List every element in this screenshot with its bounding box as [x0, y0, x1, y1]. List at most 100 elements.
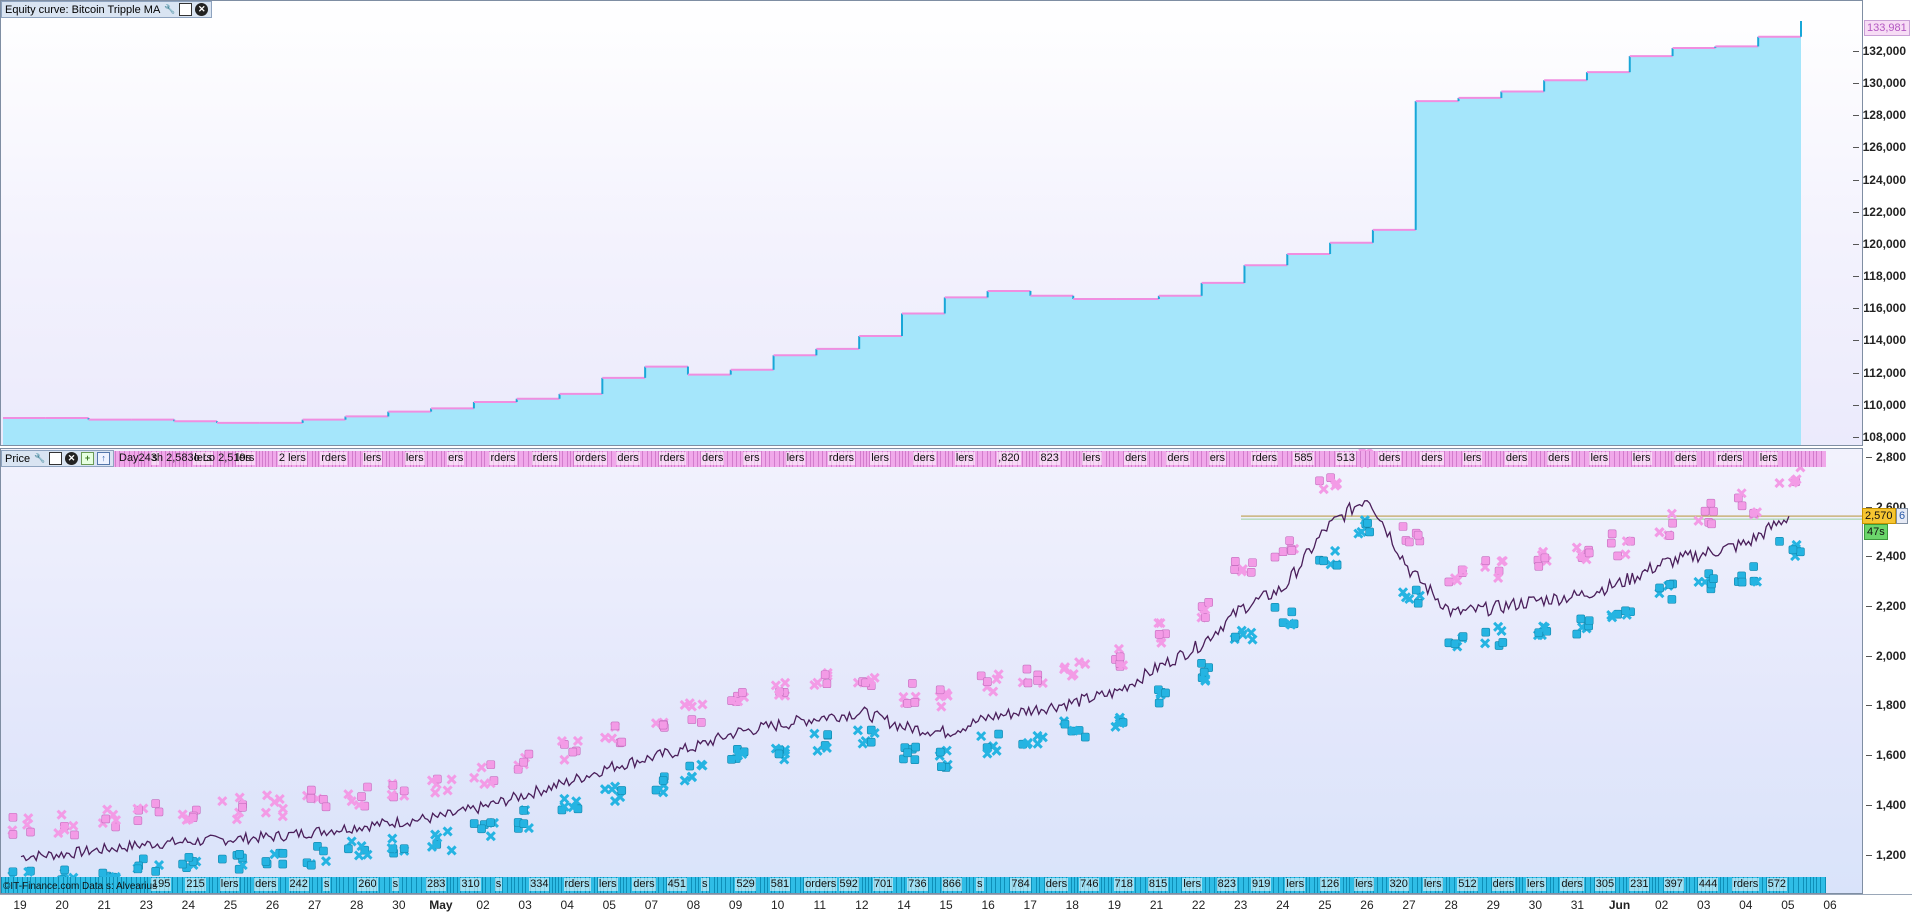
strip-tick	[855, 451, 856, 467]
strip-tick	[594, 877, 595, 893]
strip-tick	[1140, 877, 1141, 893]
strip-tick	[5, 877, 6, 893]
x-axis-label: 17	[1023, 898, 1037, 912]
x-axis-label: 28	[1444, 898, 1458, 912]
strip-tick	[651, 451, 652, 467]
strip-tick	[235, 451, 236, 467]
strip-tick	[1694, 877, 1695, 893]
price-pane[interactable]: s lers lers 2 lers rders lers lers ers rders rder…	[0, 448, 1863, 894]
sell-signal-marker	[983, 677, 992, 687]
strip-tick	[871, 877, 872, 893]
buy-signal-marker	[1796, 547, 1805, 557]
strip-order-label: 305	[1594, 878, 1616, 891]
buy-cross-marker	[356, 840, 367, 852]
sell-cross-marker	[262, 790, 273, 801]
strip-order-label: rders	[1732, 878, 1760, 891]
buy-signal-marker	[1287, 607, 1297, 617]
strip-tick	[1104, 877, 1105, 893]
strip-order-label: rders	[563, 878, 591, 891]
buy-cross-marker	[1068, 725, 1079, 736]
strip-tick	[85, 877, 86, 893]
x-axis-label: 12	[855, 898, 869, 912]
strip-tick	[147, 877, 148, 893]
strip-order-label: 572	[1766, 878, 1787, 891]
strip-tick	[1491, 877, 1492, 893]
strip-order-label: lers	[1589, 452, 1610, 465]
x-axis-label: 28	[350, 898, 364, 912]
x-axis-label: 25	[223, 898, 238, 912]
x-axis-label: 25	[1318, 898, 1332, 912]
strip-order-label: ders	[1560, 878, 1584, 891]
price-y-tick: 2,000	[1865, 648, 1906, 663]
strip-tick	[727, 451, 728, 467]
strip-tick	[1658, 877, 1659, 893]
wrench-icon[interactable]: 🔧	[33, 453, 46, 463]
strip-tick	[932, 877, 933, 893]
x-axis-label: 20	[55, 898, 69, 912]
sell-signal-marker	[357, 792, 366, 801]
add-indicator-icon[interactable]: +	[81, 452, 95, 465]
strip-tick	[1317, 877, 1318, 893]
strip-tick	[427, 451, 428, 467]
strip-tick	[1066, 451, 1067, 467]
strip-order-label: 581	[769, 878, 791, 891]
strip-tick	[348, 877, 349, 893]
buy-signal-marker	[235, 849, 244, 859]
strip-tick	[1813, 451, 1814, 467]
strip-tick	[1627, 451, 1628, 467]
strip-tick	[1452, 451, 1453, 467]
strip-tick	[1825, 877, 1826, 893]
buy-signal-marker	[1450, 639, 1460, 649]
buy-cross-marker	[1032, 730, 1043, 741]
maximize-icon[interactable]	[49, 452, 63, 465]
strip-tick	[904, 877, 905, 893]
sell-cross-marker	[1751, 507, 1763, 518]
sell-signal-marker	[1285, 536, 1294, 545]
strip-order-label: 195	[151, 878, 172, 891]
buy-signal-marker	[1154, 698, 1164, 708]
wrench-icon[interactable]: 🔧	[164, 4, 176, 14]
strip-tick	[1273, 877, 1274, 893]
close-icon[interactable]: ✕	[65, 452, 79, 465]
strip-tick	[1623, 451, 1624, 467]
buy-cross-marker	[523, 822, 534, 834]
strip-tick	[511, 877, 512, 893]
strip-tick	[272, 451, 273, 467]
strip-tick	[1782, 451, 1783, 467]
sell-signal-marker	[1405, 537, 1414, 547]
maximize-icon[interactable]	[179, 3, 193, 16]
time-x-axis[interactable]: 19 20 21 23 24 25 26 27 28 30 May 02 03 04 05 07 08 09 10 1…	[0, 894, 1912, 915]
sell-signal-marker	[1287, 546, 1297, 555]
buy-cross-marker	[1606, 610, 1617, 621]
strip-order-label: 451	[666, 878, 687, 891]
buy-signal-marker	[935, 747, 945, 757]
strip-tick	[507, 877, 508, 893]
equity-curve-pane[interactable]: Equity curve: Bitcoin Tripple MA 🔧 ✕	[0, 0, 1863, 446]
sell-signal-marker	[1665, 531, 1675, 540]
strip-tick	[1172, 877, 1173, 893]
sell-signal-marker	[1668, 518, 1677, 528]
move-up-icon[interactable]: ↑	[97, 452, 111, 465]
strip-tick	[1795, 451, 1796, 467]
orders-strip-bottom: 195 215 lers ders 242 s 260 s 283 310 s 334 rders ler…	[1, 877, 1826, 893]
equity-y-tick: 130,000	[1852, 76, 1906, 91]
sell-signal-marker	[1584, 548, 1594, 558]
strip-tick	[1101, 877, 1102, 893]
strip-tick	[98, 877, 99, 893]
sell-signal-marker	[486, 760, 496, 769]
buy-signal-marker	[1498, 638, 1508, 647]
strip-tick	[1382, 877, 1383, 893]
strip-tick	[697, 451, 698, 467]
strip-tick	[691, 877, 692, 893]
strip-order-label: 815	[1147, 878, 1169, 891]
sell-signal-marker	[306, 794, 316, 803]
strip-tick	[895, 451, 896, 467]
equity-y-axis[interactable]: 108,000 110,000 112,000 114,000 116,000 118,0…	[1852, 0, 1912, 446]
buy-signal-marker	[133, 864, 143, 874]
price-y-tick: 2,400	[1865, 549, 1906, 564]
buy-cross-marker	[1247, 634, 1258, 645]
strip-tick	[928, 877, 929, 893]
x-axis-label: 19	[1107, 898, 1122, 912]
close-icon[interactable]: ✕	[195, 3, 209, 16]
strip-tick	[1009, 877, 1010, 893]
